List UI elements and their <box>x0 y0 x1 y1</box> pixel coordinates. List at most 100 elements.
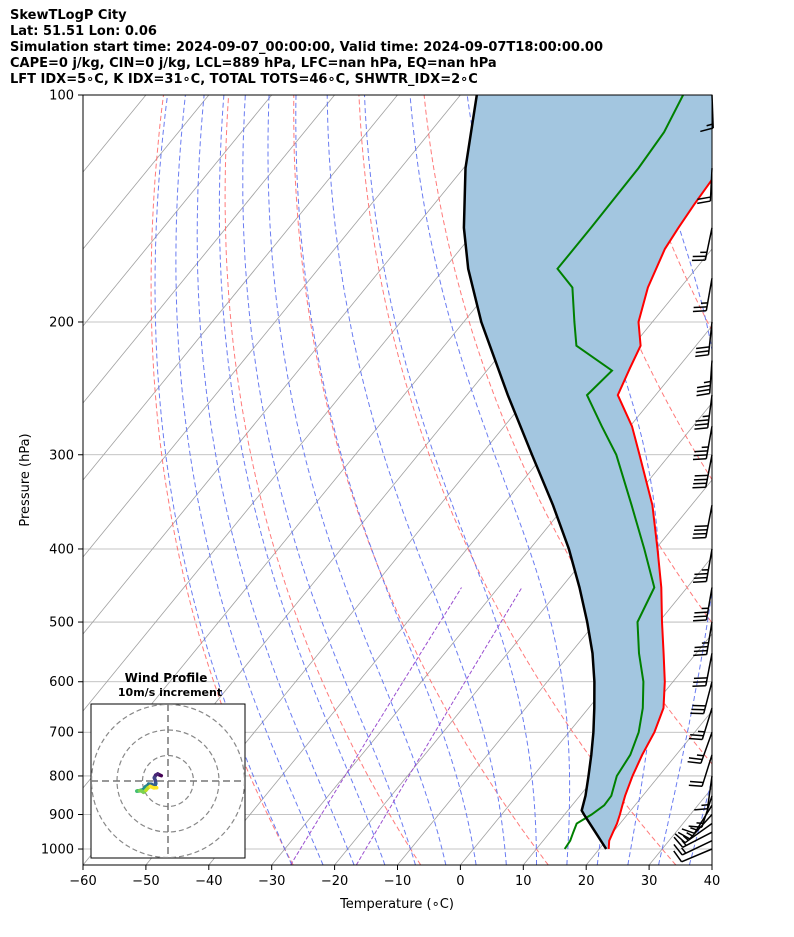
y-tick-label: 800 <box>49 769 74 784</box>
hodograph-title: Wind Profile <box>125 671 208 685</box>
wind-barb <box>697 168 713 205</box>
moist-adiabat <box>409 95 571 865</box>
barb-full <box>673 850 683 863</box>
barb-full <box>700 127 714 133</box>
isotherm <box>775 95 794 865</box>
x-tick-label: 20 <box>578 874 595 889</box>
barb-full <box>694 423 709 426</box>
isotherm <box>397 479 712 865</box>
hodograph-subtitle: 10m/s increment <box>118 686 222 699</box>
barb-half <box>703 380 711 384</box>
barb-shaft <box>709 168 713 202</box>
isotherm <box>83 95 461 558</box>
wind-barb <box>688 754 713 788</box>
isotherm <box>83 95 335 404</box>
barb-full <box>688 737 703 741</box>
barb-half <box>706 123 714 127</box>
wind-barb <box>695 321 713 358</box>
dry-adiabat <box>150 95 294 865</box>
moist-adiabat <box>267 95 447 865</box>
cape-cin-shading <box>463 95 712 849</box>
barb-shaft <box>711 94 714 129</box>
barb-full <box>673 843 683 856</box>
barb-shaft <box>705 653 713 686</box>
isotherm <box>83 95 210 250</box>
barb-shaft <box>700 731 713 764</box>
barb-shaft <box>702 681 713 714</box>
barb-shaft <box>705 454 713 488</box>
barb-full <box>696 392 710 397</box>
barb-full <box>697 200 711 205</box>
wind-barb <box>692 653 713 687</box>
wind-barb <box>693 621 713 657</box>
y-tick-label: 300 <box>49 448 74 463</box>
wind-barb <box>681 804 713 835</box>
y-tick-label: 500 <box>49 616 74 631</box>
chart-title: SkewTLogP City <box>10 8 127 23</box>
moist-adiabat <box>175 95 324 865</box>
hodograph: Wind Profile 10m/s increment <box>90 671 246 859</box>
y-tick-label: 200 <box>49 315 74 330</box>
moist-adiabat <box>720 95 794 865</box>
parcel-line <box>462 95 608 850</box>
barb-full <box>694 450 708 453</box>
wind-barb <box>691 227 713 262</box>
barb-shaft <box>682 831 713 848</box>
wind-barb <box>687 731 713 765</box>
barb-full <box>693 576 708 580</box>
y-tick-label: 400 <box>49 542 74 557</box>
barb-full <box>693 653 707 657</box>
dry-adiabat <box>224 95 422 865</box>
barb-shaft <box>705 505 713 538</box>
barb-full <box>695 419 709 422</box>
dry-adiabat <box>293 95 549 865</box>
x-tick-label: 40 <box>704 874 721 889</box>
barb-full <box>693 306 707 309</box>
barb-full <box>692 580 707 583</box>
y-tick-label: 100 <box>49 89 74 104</box>
barb-full <box>696 388 711 393</box>
temperature-line <box>607 177 712 850</box>
barb-full <box>695 354 709 358</box>
barb-half <box>690 827 697 831</box>
barb-half <box>696 754 704 757</box>
moist-adiabat <box>295 95 477 865</box>
plot-area <box>83 95 794 865</box>
isotherm <box>208 248 712 865</box>
barb-shaft <box>707 321 713 355</box>
barb-full <box>694 807 708 811</box>
y-tick-label: 700 <box>49 726 74 741</box>
barb-shaft <box>706 775 713 809</box>
barb-full <box>696 346 710 350</box>
hodograph-ring <box>91 704 245 858</box>
barb-full <box>694 572 708 576</box>
barb-half <box>696 822 704 825</box>
mixing-ratio-line <box>355 587 523 865</box>
barb-full <box>697 196 711 201</box>
barb-full <box>677 831 691 840</box>
location-line: Lat: 51.51 Lon: 0.06 <box>10 24 157 39</box>
barb-shaft <box>705 587 713 621</box>
barb-full <box>693 619 707 622</box>
x-tick-label: −10 <box>384 874 411 889</box>
barb-half <box>702 415 710 418</box>
x-axis-label: Temperature (∘C) <box>339 897 454 912</box>
wind-barb <box>694 395 713 430</box>
barb-full <box>687 760 701 765</box>
isotherm <box>711 864 712 865</box>
barb-full <box>688 757 703 761</box>
x-tick-label: 0 <box>456 874 464 889</box>
barb-shaft <box>706 395 713 428</box>
barb-full <box>690 733 704 737</box>
wind-barb <box>696 360 713 397</box>
y-tick-label: 1000 <box>41 843 74 858</box>
barb-full <box>696 384 711 389</box>
moist-adiabat <box>326 95 507 865</box>
x-tick-label: 10 <box>515 874 532 889</box>
barb-full <box>692 458 707 461</box>
moist-adiabat <box>196 95 355 865</box>
wind-barb <box>693 587 713 622</box>
barb-full <box>694 611 708 614</box>
dewpoint-line <box>556 95 684 850</box>
barb-shaft <box>701 754 713 787</box>
